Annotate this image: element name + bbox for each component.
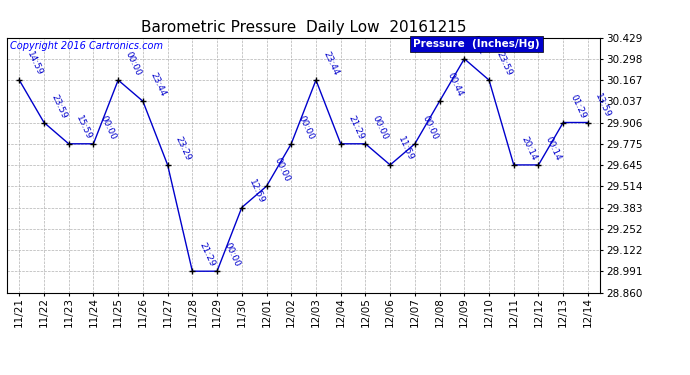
Text: 00:14: 00:14 [544, 135, 563, 162]
Title: Barometric Pressure  Daily Low  20161215: Barometric Pressure Daily Low 20161215 [141, 20, 466, 35]
Text: 00:00: 00:00 [272, 156, 291, 183]
Text: 00:00: 00:00 [420, 114, 440, 141]
Text: 00:1: 00:1 [470, 34, 486, 56]
Text: 23:44: 23:44 [148, 72, 168, 98]
Text: 00:00: 00:00 [371, 114, 390, 141]
Text: 23:59: 23:59 [495, 50, 513, 77]
Text: 11:59: 11:59 [395, 135, 415, 162]
Text: 15:59: 15:59 [75, 114, 93, 141]
Text: 00:44: 00:44 [445, 71, 464, 98]
Text: 23:44: 23:44 [322, 50, 340, 77]
Text: 12:59: 12:59 [247, 178, 266, 205]
Text: 20:14: 20:14 [520, 135, 538, 162]
Text: 00:00: 00:00 [99, 114, 118, 141]
Text: 00:00: 00:00 [223, 241, 241, 268]
Text: 00:00: 00:00 [124, 50, 143, 77]
Text: 00:00: 00:00 [297, 114, 316, 141]
Text: 23:29: 23:29 [173, 135, 192, 162]
Text: Pressure  (Inches/Hg): Pressure (Inches/Hg) [413, 39, 540, 49]
Text: 14:59: 14:59 [25, 50, 44, 77]
Text: 21:29: 21:29 [346, 114, 365, 141]
Text: 21:29: 21:29 [198, 242, 217, 268]
Text: 01:29: 01:29 [569, 93, 588, 120]
Text: 13:59: 13:59 [593, 93, 613, 120]
Text: 23:59: 23:59 [50, 93, 68, 120]
Text: Copyright 2016 Cartronics.com: Copyright 2016 Cartronics.com [10, 41, 163, 51]
